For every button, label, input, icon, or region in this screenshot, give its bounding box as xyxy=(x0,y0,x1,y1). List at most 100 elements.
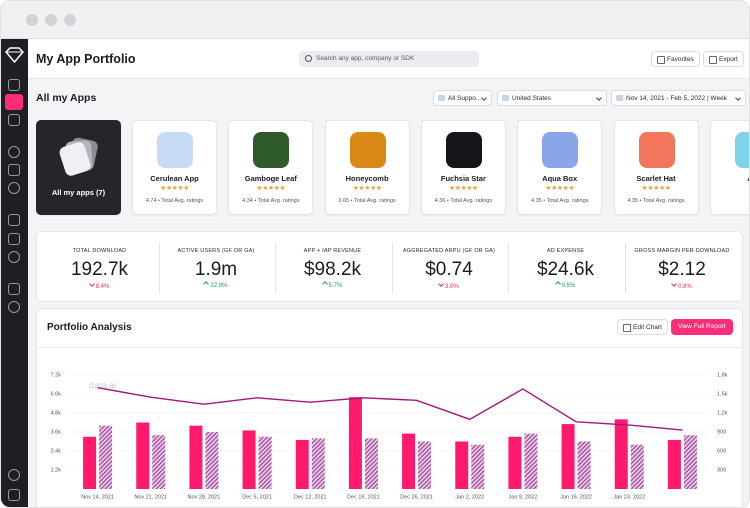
metric-divider xyxy=(275,242,276,294)
bar xyxy=(561,424,575,489)
metric-divider xyxy=(158,242,160,294)
filter-dropdown[interactable]: Nov 14, 2021 - Feb 5, 2022 | Week xyxy=(611,90,746,106)
metric-value: $24.6k xyxy=(536,259,595,280)
metric-divider xyxy=(391,242,393,294)
bar xyxy=(189,425,203,489)
app-icon xyxy=(638,132,675,168)
y-tick-label: 2.4k xyxy=(51,448,62,454)
x-tick-label: Jan 23, 2022 xyxy=(613,494,645,500)
app-tile[interactable]: Cerulean App ★★★★★ 4.74 • Total Avg. ratin… xyxy=(132,120,217,215)
rating-text: 4.34 • Total Avg. ratings xyxy=(242,198,300,204)
bar xyxy=(364,438,378,489)
metric-label: ACTIVE USERS (GF OR GA) xyxy=(177,248,255,254)
metric: APP + IAP REVENUE $98.2k 5.7% xyxy=(275,232,390,303)
app-name: Fuchsia Star xyxy=(440,174,486,183)
page-title: My App Portfolio xyxy=(36,52,136,66)
export-button[interactable]: Export xyxy=(703,51,744,67)
bar xyxy=(508,436,522,489)
metric-change: 5.7% xyxy=(275,282,390,289)
filter-dropdown[interactable]: United States xyxy=(497,90,607,106)
bar xyxy=(418,441,432,489)
y2-tick-label: 900 xyxy=(717,429,726,435)
logo[interactable] xyxy=(5,47,24,63)
metric-label: APP + IAP REVENUE xyxy=(303,248,362,254)
nav-account[interactable] xyxy=(8,469,20,481)
y-tick-label: 3.6k xyxy=(51,429,62,435)
metric-value: $2.12 xyxy=(658,259,706,280)
metric: GROSS MARGIN PER DOWNLOAD $2.12 0.8% xyxy=(625,232,740,303)
metric: AD EXPENSE $24.6k 0.5% xyxy=(508,232,623,303)
app-icon xyxy=(253,132,290,168)
window-dot[interactable] xyxy=(26,14,38,26)
bar xyxy=(630,444,644,489)
bar xyxy=(258,436,272,489)
change-text: 0.5% xyxy=(556,283,576,289)
nav-insights[interactable] xyxy=(8,251,20,263)
app-tile[interactable]: Fuchsia Star ★★★★★ 4.36 • Total Avg. ratin… xyxy=(420,120,506,215)
nav-lists[interactable] xyxy=(8,164,20,176)
all-apps-tile[interactable]: All my apps (7) xyxy=(36,120,121,215)
nav-explore[interactable] xyxy=(8,182,20,194)
bar xyxy=(524,433,538,489)
nav-home[interactable] xyxy=(8,79,20,91)
nav-favorites[interactable] xyxy=(8,114,20,126)
app-tile[interactable]: Ap xyxy=(709,120,749,215)
bar xyxy=(683,435,697,489)
y2-tick-label: 600 xyxy=(717,448,726,454)
metric-label: TOTAL DOWNLOAD xyxy=(72,248,127,254)
bar xyxy=(402,433,416,489)
change-text: 5.7% xyxy=(323,283,343,289)
x-tick-label: Nov 21, 2021 xyxy=(134,494,167,500)
metric-change: 0.8% xyxy=(625,282,740,290)
nav-switch[interactable] xyxy=(8,489,20,501)
window-dot[interactable] xyxy=(64,14,76,26)
bar xyxy=(614,419,628,489)
bar xyxy=(311,438,325,489)
nav-markets[interactable] xyxy=(8,146,20,158)
nav-portfolio[interactable] xyxy=(5,94,23,110)
rating-stars: ★★★★★ xyxy=(352,185,382,192)
app-tile[interactable]: Aqua Box ★★★★★ 4.35 • Total Avg. ratings xyxy=(517,120,603,215)
nav-reports[interactable] xyxy=(8,214,20,226)
bar xyxy=(455,441,469,489)
edit-chart-button[interactable]: Edit Chart xyxy=(617,319,668,335)
app-icon xyxy=(542,132,579,168)
rating-stars: ★★★★★ xyxy=(545,185,575,192)
bar xyxy=(152,435,166,489)
rating-stars: ★★★★★ xyxy=(160,185,189,192)
app-tile[interactable]: Gamboge Leaf ★★★★★ 4.34 • Total Avg. ratin… xyxy=(228,120,314,215)
metrics-card: TOTAL DOWNLOAD 192.7k 8.4% ACTIVE USERS (GF… xyxy=(36,231,743,302)
metric-change: 8.4% xyxy=(42,282,157,290)
metric-divider xyxy=(624,242,626,294)
rating-stars: ★★★★★ xyxy=(641,185,671,192)
app-name: Honeycomb xyxy=(345,174,389,183)
x-tick-label: Jan 9, 2022 xyxy=(509,494,538,500)
y2-tick-label: 1.5k xyxy=(717,391,728,397)
y2-tick-label: 300 xyxy=(717,467,726,473)
nav-media[interactable] xyxy=(8,283,20,295)
section-title: All my Apps xyxy=(36,92,97,104)
rating-text: 3.65 • Total Avg. ratings xyxy=(338,198,396,204)
app-name: Ap xyxy=(711,174,749,183)
app-tile[interactable]: Honeycomb ★★★★★ 3.65 • Total Avg. ratings xyxy=(324,120,410,215)
sidebar xyxy=(1,39,28,507)
nav-search[interactable] xyxy=(8,301,20,313)
full-report-button[interactable]: View Full Report xyxy=(671,319,733,335)
app-tile[interactable]: Scarlet Hat ★★★★★ 4.35 • Total Avg. rating… xyxy=(613,120,699,215)
bar xyxy=(667,439,681,489)
x-tick-label: Jan 16, 2022 xyxy=(560,494,592,500)
x-tick-label: Nov 28, 2021 xyxy=(188,494,221,500)
metric-value: $0.74 xyxy=(425,259,473,280)
bar xyxy=(577,441,591,489)
favorites-button[interactable]: Favorites xyxy=(651,51,700,67)
rating-stars: ★★★★★ xyxy=(256,185,286,192)
rating-text: 4.36 • Total Avg. ratings xyxy=(434,198,493,204)
search-box[interactable]: Search any app, company or SDK xyxy=(299,51,479,67)
app-icon xyxy=(157,132,193,168)
filter-dropdown[interactable]: All Suppo... xyxy=(433,90,492,106)
rating-stars: ★★★★★ xyxy=(448,185,478,192)
browser-bar xyxy=(1,1,749,39)
nav-compare[interactable] xyxy=(8,233,20,245)
bar xyxy=(99,425,113,489)
window-dot[interactable] xyxy=(45,14,57,26)
